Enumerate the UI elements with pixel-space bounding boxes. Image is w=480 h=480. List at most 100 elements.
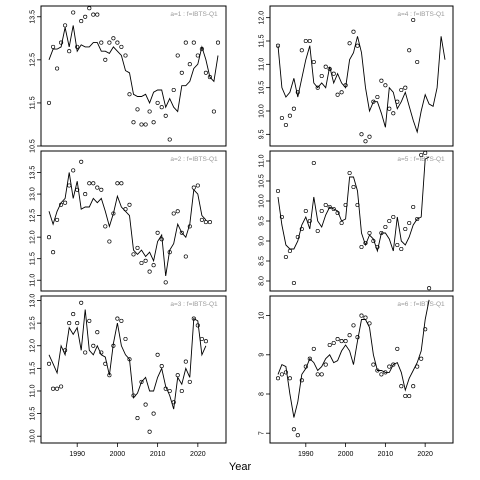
- panel-title: a=6 : f=IBTS-Q1: [397, 301, 445, 308]
- observed-point: [59, 40, 64, 45]
- observed-point: [107, 239, 112, 244]
- observed-point: [187, 62, 192, 67]
- observed-point: [339, 339, 344, 344]
- observed-point: [367, 230, 372, 236]
- panel-5: a=3 : f=IBTS-Q1 10.0 10.5 11.0 11.5 12.0 12.5 1…: [29, 294, 227, 458]
- panel-6: a=6 : f=IBTS-Q1 7 8 9 10 1990 2000 2010 2020: [258, 286, 454, 458]
- observed-point: [335, 210, 340, 216]
- observed-point: [287, 248, 292, 254]
- observed-point: [395, 99, 400, 104]
- observed-point: [99, 187, 104, 192]
- observed-point: [199, 47, 204, 52]
- y-tick-label: 10.0: [258, 194, 265, 208]
- observed-point: [307, 218, 312, 224]
- observed-point: [55, 386, 60, 391]
- observed-point: [347, 170, 352, 176]
- x-tick-label: 1990: [298, 451, 314, 458]
- observed-point: [363, 240, 368, 246]
- observed-point: [275, 43, 281, 48]
- observed-point: [423, 327, 428, 332]
- observed-point: [91, 12, 96, 17]
- observed-point: [183, 254, 188, 259]
- observed-point: [163, 386, 168, 391]
- observed-point: [55, 66, 60, 71]
- observed-point: [331, 340, 336, 346]
- y-tick-label: 11.5: [29, 96, 36, 109]
- observed-point: [87, 6, 92, 11]
- y-tick-label: 12.5: [29, 53, 36, 67]
- observed-point: [119, 181, 124, 186]
- observed-point: [99, 40, 104, 45]
- observed-point: [399, 246, 404, 252]
- observed-point: [287, 376, 292, 381]
- observed-point: [411, 204, 416, 210]
- observed-point: [391, 214, 396, 220]
- observed-point: [175, 373, 180, 378]
- observed-point: [367, 321, 372, 326]
- observed-point: [343, 83, 348, 88]
- observed-point: [279, 372, 284, 377]
- observed-point: [191, 185, 196, 190]
- observed-point: [303, 208, 308, 214]
- fitted-series-line: [277, 36, 446, 134]
- observed-point: [323, 362, 328, 367]
- panel-2: a=4 : f=IBTS-Q1 9.5 10.0 10.5 11.0 11.5 12.0: [258, 5, 454, 147]
- observed-point: [411, 17, 416, 23]
- panel-frame: [40, 150, 227, 292]
- observed-point: [187, 224, 192, 229]
- observed-point: [383, 224, 388, 230]
- y-tick-label: 12.5: [29, 316, 36, 330]
- y-tick-label: 11.0: [258, 154, 265, 167]
- y-tick-label: 9: [258, 353, 265, 357]
- observed-point: [355, 43, 360, 48]
- observed-point: [163, 113, 168, 118]
- x-tick-label: 1990: [69, 451, 85, 458]
- observed-point: [91, 343, 96, 348]
- observed-point: [83, 192, 88, 197]
- observed-point: [71, 168, 76, 173]
- panel-title: a=3 : f=IBTS-Q1: [170, 301, 218, 308]
- observed-point: [46, 235, 52, 240]
- observed-point: [283, 122, 288, 128]
- observed-point: [95, 12, 100, 17]
- y-tick-label: 13.5: [29, 10, 36, 24]
- observed-point: [175, 53, 180, 58]
- observed-point: [123, 336, 128, 342]
- observed-point: [63, 348, 68, 353]
- observed-point: [51, 44, 56, 49]
- observed-point: [371, 238, 376, 244]
- observed-point: [127, 202, 132, 207]
- y-tick-label: 10.0: [258, 104, 265, 118]
- observed-point: [331, 71, 336, 76]
- observed-point: [115, 316, 120, 321]
- observed-point: [135, 416, 140, 421]
- observed-point: [171, 211, 176, 216]
- x-tick-label: 2000: [110, 451, 126, 458]
- observed-point: [143, 258, 148, 263]
- observed-point: [67, 183, 72, 188]
- y-tick-label: 10.5: [258, 81, 265, 95]
- observed-point: [75, 187, 80, 192]
- observed-point: [175, 209, 180, 214]
- observed-point: [323, 64, 328, 69]
- y-tick-label: 11.0: [29, 384, 36, 397]
- observed-point: [391, 111, 396, 116]
- observed-point: [299, 378, 304, 383]
- observed-point: [139, 122, 144, 127]
- observed-point: [139, 260, 144, 266]
- observed-point: [63, 23, 68, 28]
- observed-point: [363, 139, 368, 144]
- observed-point: [287, 113, 292, 118]
- observed-point: [395, 242, 400, 248]
- observed-point: [343, 339, 348, 344]
- observed-point: [46, 361, 52, 366]
- observed-point: [379, 372, 384, 377]
- observed-point: [191, 316, 196, 321]
- observed-point: [191, 40, 196, 45]
- observed-point: [151, 411, 156, 416]
- observed-point: [123, 207, 128, 212]
- observed-point: [371, 362, 376, 367]
- observed-point: [103, 361, 108, 366]
- observed-point: [143, 122, 148, 127]
